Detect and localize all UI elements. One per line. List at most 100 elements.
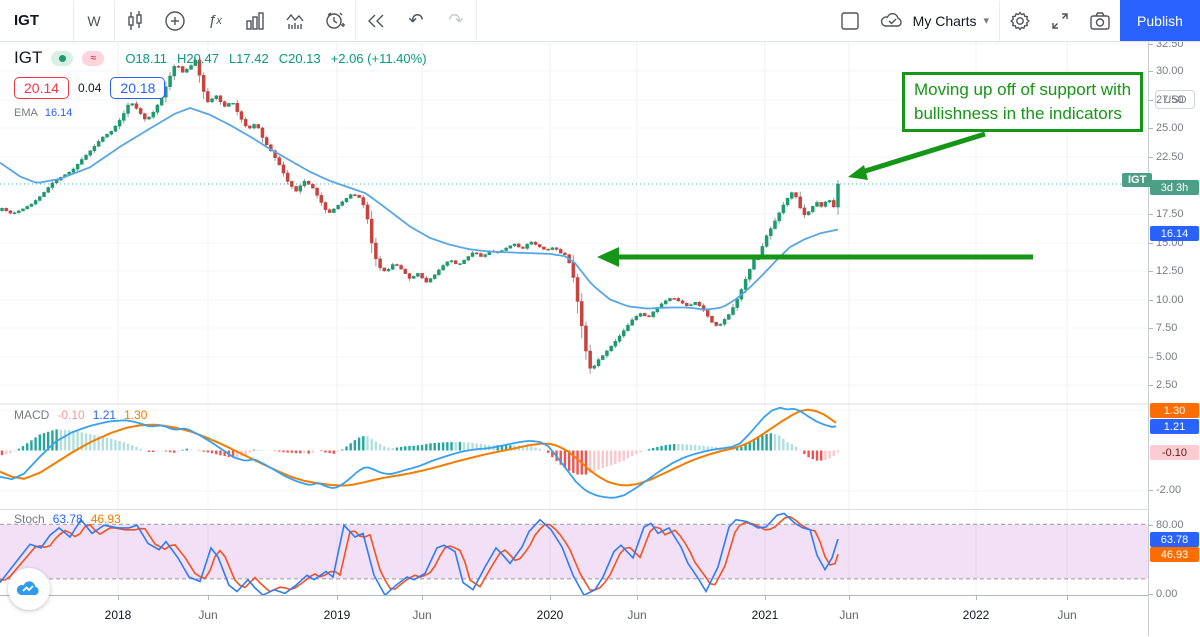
axis-price-label: 22.50 [1149,151,1184,163]
high-value: H20.47 [177,50,219,66]
axis-price-label: 17.50 [1149,208,1184,220]
symbol-search-button[interactable]: IGT [14,12,39,29]
stoch-k-value: 63.78 [52,512,83,526]
macd-signal-value: 1.30 [124,408,148,422]
annotation-note[interactable]: Moving up off of support with bullishnes… [902,72,1144,132]
axis-price-label: 27.50 [1149,94,1184,106]
toolbar-separator [73,0,74,41]
currency-toggle[interactable]: USD [1155,90,1195,109]
bar-countdown-badge: 3d 3h [1150,180,1199,195]
macd-label[interactable]: MACD [14,408,50,422]
axis-time-label: Jun [839,608,859,622]
macd-legend: MACD -0.10 1.21 1.30 [14,408,147,422]
price-scale[interactable]: USD 32.50 30.00 27.50 25.00 22.50 17.50 15.00 1… [1148,38,1200,636]
axis-price-label: 7.50 [1148,322,1178,334]
axis-price-label: 10.00 [1149,294,1184,306]
layout-select-icon[interactable] [829,0,870,41]
low-value: L17.42 [228,50,269,66]
settings-gear-icon[interactable] [1000,0,1040,41]
axis-time-label: 2019 [323,608,351,622]
forecast-icon[interactable] [275,0,315,41]
axis-time-label: 2022 [962,608,990,622]
axis-time-label: 2020 [536,608,564,622]
buy-price-button[interactable]: 20.18 [110,77,166,99]
axis-tick-mark [422,596,423,600]
undo-icon[interactable]: ↶ [396,0,436,41]
axis-price-label: 0.00 [1148,588,1178,600]
sell-price-button[interactable]: 20.14 [14,77,70,99]
indicator-value-badge: 1.21 [1150,419,1199,434]
axis-price-label: 30.00 [1149,65,1184,77]
axis-price-label: 2.50 [1148,379,1178,391]
axis-price-label: 5.00 [1148,351,1178,363]
market-status-icon[interactable] [51,50,74,66]
axis-time-label: Jun [198,608,218,622]
chevron-down-icon: ▾ [983,15,989,27]
axis-price-label: -2.00 [1148,484,1182,496]
ema-value: 16.14 [44,107,73,119]
indicator-value-badge: 1.30 [1150,403,1199,418]
annotation-line2: bullishness in the indicators [914,104,1122,123]
axis-time-label: Jun [412,608,432,622]
axis-time-label: 2018 [104,608,132,622]
axis-tick-mark [637,596,638,600]
publish-button[interactable]: Publish [1120,0,1200,41]
indicator-templates-icon[interactable] [235,0,275,41]
toolbar-separator [114,0,115,41]
last-price-symbol-chip: IGT [1122,173,1153,187]
cloud-chart-icon [16,581,39,596]
axis-tick-mark [1067,596,1068,600]
axis-tick-mark [337,596,338,600]
ohlc-values: O18.11 H20.47 L17.42 C20.13 +2.06 (+11.4… [125,51,426,66]
axis-price-label: 25.00 [1149,122,1184,134]
legend-symbol[interactable]: IGT [14,48,43,67]
macd-hist-value: -0.10 [57,408,85,422]
toolbar-right-group: My Charts ▾ Publish [829,0,1200,41]
compare-add-icon[interactable] [155,0,195,41]
indicator-value-badge: 46.93 [1150,547,1199,562]
open-value: O18.11 [125,50,168,66]
stoch-d-value: 46.93 [90,512,121,526]
cloud-check-icon [880,12,902,27]
toolbar-separator [999,0,1000,41]
ema-label[interactable]: EMA [14,107,38,119]
indicator-value-badge: -0.10 [1150,445,1199,460]
indicator-value-badge: 63.78 [1150,532,1199,547]
axis-time-label: Jun [627,608,647,622]
change-value: +2.06 (+11.40%) [330,50,427,66]
axis-tick-mark [976,596,977,600]
close-value: C20.13 [278,50,321,66]
my-charts-label: My Charts [912,12,977,29]
chart-area[interactable]: IGT ≈ O18.11 H20.47 L17.42 C20.13 +2.06 … [0,38,1200,637]
axis-price-label: 12.50 [1149,265,1184,277]
stoch-legend: Stoch 63.78 46.93 [14,512,121,526]
bar-replay-icon[interactable] [356,0,396,41]
axis-price-label: 80.00 [1149,519,1184,531]
my-charts-menu[interactable]: My Charts ▾ [870,12,999,30]
axis-time-label: 2021 [751,608,779,622]
stoch-label[interactable]: Stoch [14,512,45,526]
main-legend: IGT ≈ O18.11 H20.47 L17.42 C20.13 +2.06 … [14,48,427,119]
delayed-data-icon[interactable]: ≈ [82,50,105,66]
chart-style-icon[interactable] [115,0,155,41]
axis-tick-mark [849,596,850,600]
indicator-value-badge: 16.14 [1150,226,1199,241]
interval-button[interactable]: W [74,0,114,41]
fullscreen-icon[interactable] [1040,0,1080,41]
axis-time-label: Jun [1057,608,1077,622]
alert-icon[interactable] [315,0,355,41]
toolbar-separator [476,0,477,41]
redo-icon[interactable]: ↷ [436,0,476,41]
axis-tick-mark [550,596,551,600]
spread-value: 0.04 [78,81,102,95]
axis-tick-mark [118,596,119,600]
axis-tick-mark [208,596,209,600]
tradingview-logo-button[interactable] [8,568,50,610]
annotation-line1: Moving up off of support with [914,80,1132,99]
snapshot-camera-icon[interactable] [1080,0,1120,41]
axis-tick-mark [765,596,766,600]
macd-line-value: 1.21 [92,408,117,422]
